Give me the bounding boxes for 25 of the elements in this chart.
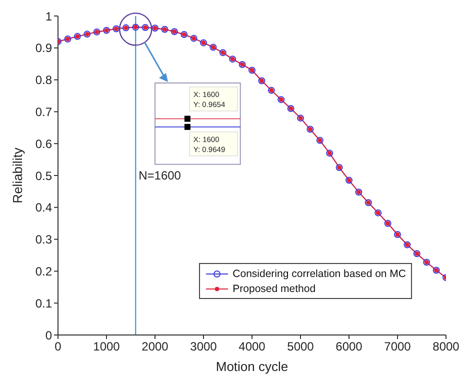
y-tick-label: 0.3 [35,232,52,247]
x-tick-label: 4000 [238,340,266,354]
y-axis-title: Reliability [10,147,25,204]
y-tick-label: 0.8 [35,73,52,88]
y-tick-label: 0.5 [35,168,52,183]
x-tick-label: 6000 [336,340,363,354]
x-tick-label: 3000 [190,340,218,354]
y-tick-label: 0.7 [35,104,52,119]
x-tick-label: 2000 [142,340,169,354]
y-tick-label: 0.2 [35,264,52,278]
ref-line-label: N=1600 [138,168,182,182]
y-tick-label: 0.1 [35,296,52,310]
x-tick-label: 5000 [287,340,314,354]
y-tick-label: 0.4 [35,200,52,215]
y-tick-label: 0 [45,328,52,342]
legend-label: Proposed method [232,282,316,295]
y-tick-label: 0.9 [35,41,52,56]
x-tick-label: 0 [54,340,62,354]
x-axis-title: Motion cycle [216,359,288,374]
y-tick-label: 1 [45,9,52,24]
legend-label: Considering correlation based on MC [232,268,406,280]
x-tick-label: 7000 [384,340,412,354]
x-tick-label: 8000 [432,340,460,354]
x-tick-label: 1000 [93,340,120,354]
y-tick-label: 0.6 [35,136,52,151]
